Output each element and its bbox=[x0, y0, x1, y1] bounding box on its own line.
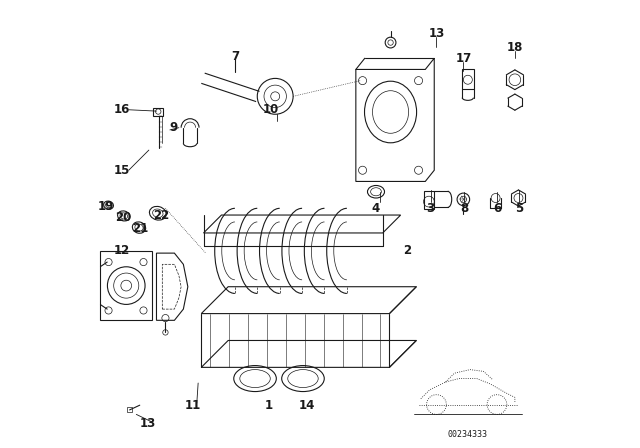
Text: 7: 7 bbox=[231, 49, 239, 63]
Text: 21: 21 bbox=[132, 222, 148, 235]
Text: 12: 12 bbox=[114, 244, 130, 258]
Bar bbox=[154, 108, 163, 116]
Text: 9: 9 bbox=[169, 121, 177, 134]
Text: 17: 17 bbox=[455, 52, 472, 65]
Bar bbox=[100, 251, 152, 320]
Text: 3: 3 bbox=[426, 202, 434, 215]
Text: 13: 13 bbox=[428, 27, 445, 40]
Text: 20: 20 bbox=[115, 211, 131, 224]
Text: 15: 15 bbox=[114, 164, 130, 177]
Text: 1: 1 bbox=[264, 399, 273, 412]
Bar bbox=[463, 69, 474, 89]
Text: 19: 19 bbox=[98, 199, 114, 213]
Text: 11: 11 bbox=[184, 399, 200, 412]
Text: 00234333: 00234333 bbox=[448, 430, 488, 439]
Text: 4: 4 bbox=[372, 202, 380, 215]
Text: 5: 5 bbox=[515, 202, 524, 215]
Text: 13: 13 bbox=[140, 417, 156, 430]
Bar bbox=[424, 191, 434, 209]
Text: 2: 2 bbox=[403, 244, 412, 258]
Text: 22: 22 bbox=[153, 208, 169, 222]
Text: 10: 10 bbox=[262, 103, 279, 116]
Text: 8: 8 bbox=[460, 202, 468, 215]
Text: 6: 6 bbox=[493, 202, 501, 215]
Text: 16: 16 bbox=[114, 103, 130, 116]
Text: 18: 18 bbox=[507, 40, 523, 54]
Text: 14: 14 bbox=[298, 399, 315, 412]
